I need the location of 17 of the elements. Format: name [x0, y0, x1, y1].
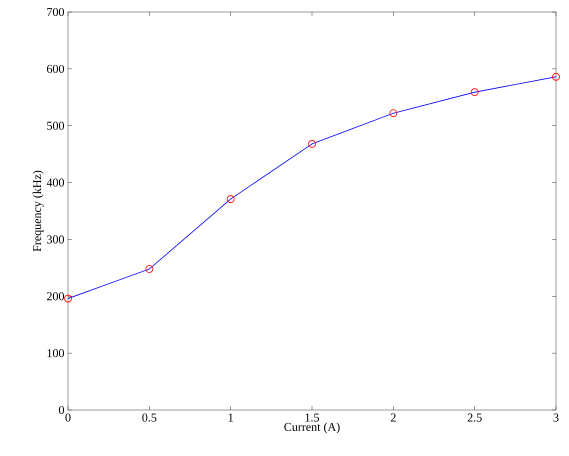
y-tick-label: 500 [47, 122, 64, 130]
y-tick-label: 200 [47, 292, 64, 300]
x-tick-label: 0 [65, 414, 71, 422]
x-axis-title: Current (A) [284, 422, 340, 434]
x-tick-label: 3 [554, 414, 559, 422]
y-tick-label: 700 [47, 8, 64, 16]
y-axis-title: Frequency (kHz) [32, 170, 44, 252]
x-tick-label: 0.5 [142, 414, 156, 422]
y-tick-label: 600 [46, 64, 64, 73]
x-tick-label: 1.5 [306, 414, 320, 422]
y-tick-label: 0 [58, 406, 64, 414]
x-tick-label: 1 [228, 414, 233, 422]
y-tick-label: 300 [47, 235, 64, 244]
x-tick-label: 2.5 [468, 414, 482, 422]
x-tick-label: 2 [390, 414, 396, 422]
y-tick-label: 100 [48, 349, 64, 358]
y-tick-label: 400 [46, 178, 64, 187]
